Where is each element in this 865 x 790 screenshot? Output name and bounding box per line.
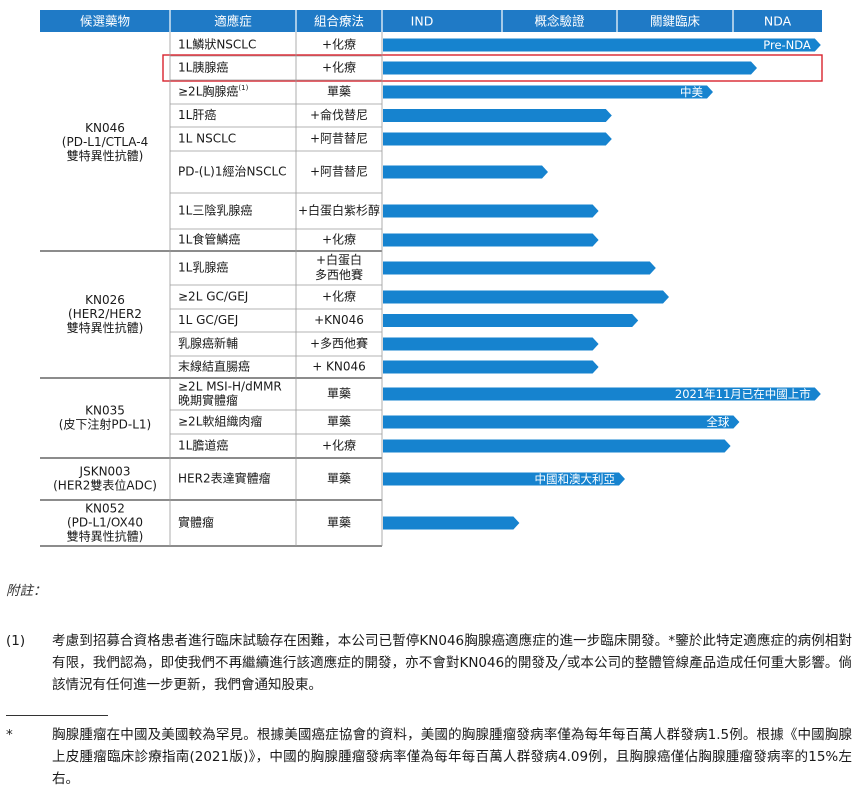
combination-label: +多西他賽 xyxy=(310,336,368,351)
progress-bar xyxy=(383,204,599,218)
combination-label: +阿昔替尼 xyxy=(310,165,368,179)
progress-bar xyxy=(383,472,625,486)
combination-label: +化療 xyxy=(322,233,356,247)
progress-label: 中國和澳大利亞 xyxy=(535,472,616,486)
drug-label: 雙特異性抗體) xyxy=(67,320,144,335)
progress-bar xyxy=(383,387,821,401)
progress-bar xyxy=(383,165,548,179)
combination-label: +侖伐替尼 xyxy=(310,107,368,122)
progress-bar xyxy=(383,109,612,122)
drug-label: (PD-L1/CTLA-4 xyxy=(62,135,148,149)
drug-label: KN026 xyxy=(85,293,125,307)
header-4: 概念驗證 xyxy=(534,14,585,29)
combination-label: +化療 xyxy=(322,290,356,304)
drug-label: (皮下注射PD-L1) xyxy=(59,417,152,432)
footnote-divider xyxy=(6,715,108,716)
progress-bar xyxy=(383,439,731,453)
progress-bar xyxy=(383,233,599,247)
highlight-box xyxy=(162,54,823,82)
footnote-1-text: 考慮到招募合資格患者進行臨床試驗存在困難，本公司已暫停KN046胸腺癌適應症的進… xyxy=(52,633,852,693)
indication-label: 實體瘤 xyxy=(178,515,214,530)
progress-bar xyxy=(383,38,821,52)
combination-label: +化療 xyxy=(322,61,356,75)
indication-label: 晚期實體瘤 xyxy=(178,393,238,408)
progress-label: 中美 xyxy=(680,85,703,99)
progress-bar xyxy=(383,85,713,99)
combination-label: + KN046 xyxy=(312,360,366,374)
progress-bar xyxy=(383,132,612,146)
indication-label: 1L鱗狀NSCLC xyxy=(178,38,256,52)
combination-label: 單藥 xyxy=(327,85,351,99)
combination-label: +白蛋白紫杉醇 xyxy=(298,203,380,218)
indication-label: PD-(L)1經治NSCLC xyxy=(178,165,287,179)
progress-bar xyxy=(383,360,599,374)
drug-label: (HER2雙表位ADC) xyxy=(53,478,157,493)
notes-title: 附註： xyxy=(6,583,47,599)
indication-label: 1L乳腺癌 xyxy=(178,260,228,275)
drug-label: KN046 xyxy=(85,121,125,135)
indication-label: 末線結直腸癌 xyxy=(178,359,250,374)
progress-bar xyxy=(383,314,639,327)
combination-label: +阿昔替尼 xyxy=(310,132,368,146)
header-6: NDA xyxy=(764,14,792,29)
progress-bar xyxy=(383,337,599,351)
progress-bar xyxy=(383,290,669,304)
drug-label: (PD-L1/OX40 xyxy=(67,516,143,530)
header-5: 關鍵臨床 xyxy=(650,14,701,29)
progress-bar xyxy=(383,261,656,275)
combination-label: 單藥 xyxy=(327,516,351,530)
footnote-1-number: (1) xyxy=(6,633,26,649)
combination-label: +KN046 xyxy=(314,313,364,327)
progress-label: 2021年11月已在中國上市 xyxy=(675,387,811,401)
progress-bar xyxy=(383,61,757,75)
combination-label: +化療 xyxy=(322,439,356,453)
combination-label: 單藥 xyxy=(327,387,351,401)
indication-label: 1L肝癌 xyxy=(178,107,216,122)
indication-label: ≥2L MSI-H/dMMR xyxy=(178,380,282,394)
indication-label: 1L胰腺癌 xyxy=(178,60,228,75)
drug-label: JSKN003 xyxy=(79,465,131,479)
indication-label: 1L GC/GEJ xyxy=(178,313,238,327)
indication-label: 乳腺癌新輔 xyxy=(178,336,238,351)
indication-label: ≥2L胸腺癌(1) xyxy=(178,84,249,99)
drug-label: 雙特異性抗體) xyxy=(67,529,144,544)
drug-label: KN052 xyxy=(85,502,125,516)
header-3: IND xyxy=(411,14,434,29)
indication-label: HER2表達實體瘤 xyxy=(178,471,271,486)
combination-label: +白蛋白 xyxy=(316,252,362,267)
indication-label: 1L食管鱗癌 xyxy=(178,232,240,247)
header-0: 候選藥物 xyxy=(80,14,130,29)
header-1: 適應症 xyxy=(214,14,252,29)
indication-label: ≥2L軟組織肉瘤 xyxy=(178,414,262,429)
combination-label: 單藥 xyxy=(327,472,351,486)
indication-label: ≥2L GC/GEJ xyxy=(178,290,248,304)
header-2: 組合療法 xyxy=(314,14,364,29)
indication-label: 1L膽道癌 xyxy=(178,438,228,453)
progress-label: 全球 xyxy=(706,415,729,429)
combination-label: 多西他賽 xyxy=(315,267,363,282)
header-bar xyxy=(40,10,822,32)
progress-bar xyxy=(383,415,740,429)
footnote-star-marker: * xyxy=(6,727,13,743)
indication-label: 1L NSCLC xyxy=(178,132,236,146)
drug-label: (HER2/HER2 xyxy=(68,307,142,321)
combination-label: +化療 xyxy=(322,38,356,52)
progress-label: Pre-NDA xyxy=(763,38,811,52)
indication-label: 1L三陰乳腺癌 xyxy=(178,203,252,218)
footnote-star-text: 胸腺腫瘤在中國及美國較為罕見。根據美國癌症協會的資料，美國的胸腺腫瘤發病率僅為每… xyxy=(52,727,852,787)
progress-bar xyxy=(383,516,520,530)
combination-label: 單藥 xyxy=(327,415,351,429)
drug-label: 雙特異性抗體) xyxy=(67,148,144,163)
drug-label: KN035 xyxy=(85,404,125,418)
pipeline-chart: 候選藥物 適應症 組合療法 IND 概念驗證 關鍵臨床 NDA 1L鱗狀NSCLC +化療 Pre… xyxy=(40,10,823,547)
